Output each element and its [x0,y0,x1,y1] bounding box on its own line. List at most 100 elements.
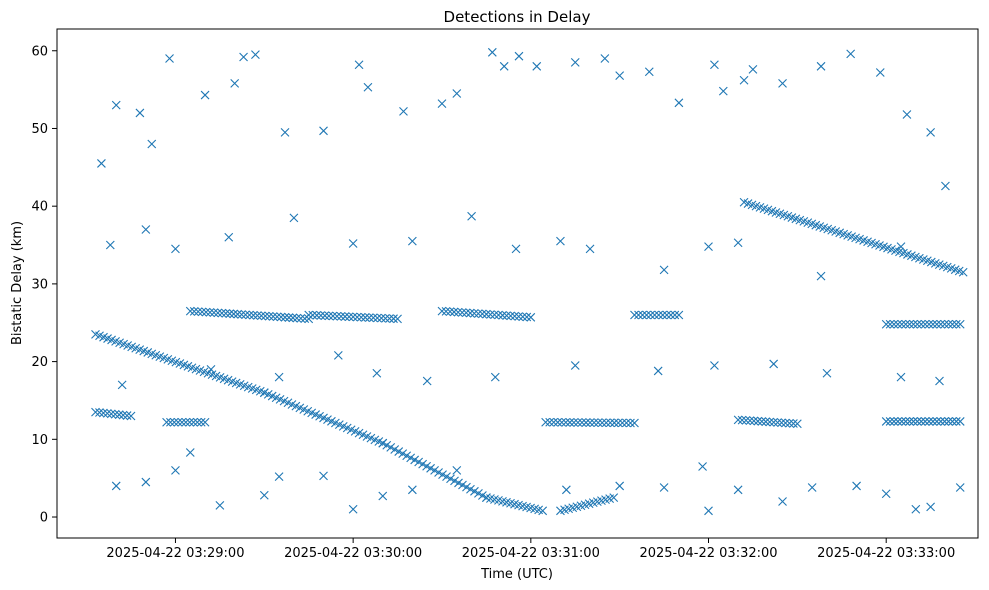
track-11-point [932,417,942,426]
scatter-point [487,47,497,57]
track-8-point [597,418,607,428]
track-12-point [928,319,938,329]
track-10-point [737,415,747,425]
track-7-point [465,308,475,318]
track-7-point [510,311,520,321]
scatter-point [319,126,328,136]
track-7-point [469,308,479,318]
track-11-point [905,417,914,426]
scatter-point [165,54,174,63]
track-7-point [486,310,495,319]
scatter-point [615,71,625,81]
track-9-point [638,310,647,320]
track-11-point [889,417,899,426]
scatter-point [710,60,719,70]
track-5-point [189,306,199,316]
track-6-point [356,312,366,322]
track-5-point [256,311,266,321]
scatter-point [739,75,749,85]
track-5-point [217,308,227,318]
track-6-point [308,310,318,320]
track-5-point [292,313,302,323]
track-10-point [785,418,794,428]
track-4-point [169,417,179,427]
x-tick-label: 2025-04-22 03:33:00 [817,546,955,561]
scatter-point [141,477,151,487]
scatter-point [896,242,906,251]
scatter-point [111,481,121,491]
track-11-point [920,417,930,426]
track-8-point [630,418,639,428]
x-tick-label: 2025-04-22 03:32:00 [639,546,777,561]
track-5-point [193,307,203,316]
track-12-point [912,319,922,329]
track-11-point [916,417,926,426]
track-8-point [609,418,619,428]
track-6-point [372,313,382,323]
track-6-point [344,312,354,322]
track-12-point [940,319,950,329]
track-6-point [316,311,326,320]
track-4-point [200,417,210,427]
track-6-point [320,311,330,321]
track-12-point [936,319,946,329]
track-12-point [909,319,918,329]
track-11-point [897,417,907,426]
track-9-point [666,310,676,320]
track-11-point [948,417,957,426]
scatter-point [556,236,565,246]
track-4-point [189,417,198,427]
scatter-point [224,232,234,242]
scatter-point [171,244,180,254]
track-6-point [340,312,350,321]
track-4-point [196,417,206,427]
track-4-point [166,417,175,427]
track-7-point [482,309,491,319]
track-6-point [389,314,398,324]
scatter-point [378,491,388,501]
track-8-point [622,418,631,428]
track-9-point [650,310,660,320]
track-8-point [605,418,615,428]
track-10-point [789,419,798,428]
track-6-point [324,311,334,321]
track-7-point [461,308,471,318]
scatter-point [200,90,210,100]
x-tick-label: 2025-04-22 03:31:00 [462,546,600,561]
scatter-point [422,376,432,386]
track-7-point [502,311,511,320]
scatter-point [97,159,106,168]
track-5-point [209,308,219,318]
scatter-point [807,483,817,492]
scatter-point [644,67,654,77]
scatter-point [511,244,521,254]
track-8-point [577,418,587,427]
track-3-point [91,407,100,417]
track-9-point [630,310,639,320]
track-7-point [526,312,536,322]
track-11-point [928,417,938,426]
track-7-point [498,310,507,320]
track-8-point [589,418,599,428]
track-11-point [940,417,950,426]
scatter-point [230,79,240,88]
plot-markers [91,47,968,516]
track-8-point [549,417,559,427]
scatter-point [852,481,861,491]
track-12-point [955,319,965,329]
track-4-point [177,417,187,427]
track-8-point [541,417,551,427]
scatter-point [718,86,728,96]
track-10-point [769,417,779,427]
track-3-point [126,411,136,421]
scatter-point [941,181,950,191]
track-12-point [901,319,911,329]
track-10-point [761,417,771,427]
scatter-point [816,271,826,281]
y-axis-title: Bistatic Delay (km) [10,221,25,345]
y-tick-label: 10 [31,433,48,448]
scatter-point [778,79,787,88]
track-5-point [249,310,258,320]
scatter-point [372,368,382,378]
